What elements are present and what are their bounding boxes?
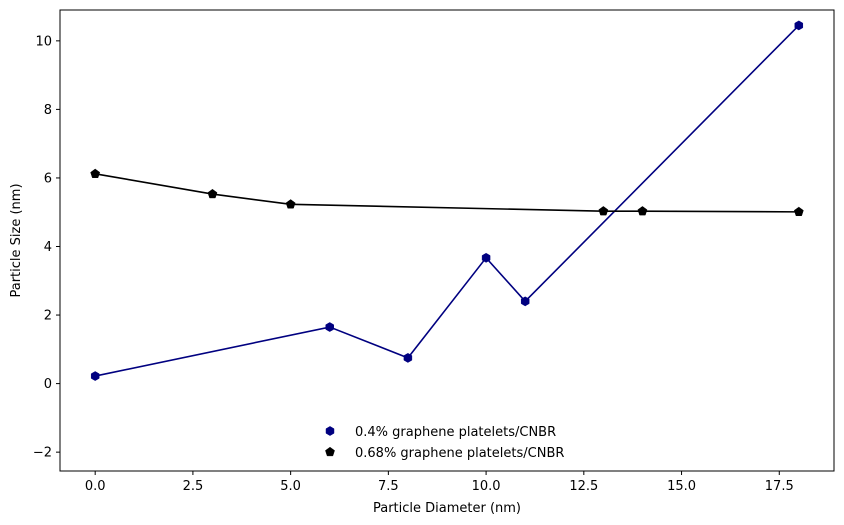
data-point (90, 371, 100, 381)
legend: 0.4% graphene platelets/CNBR 0.68% graphe… (325, 425, 564, 461)
plot-frame (59, 9, 835, 472)
y-tick-label: 10 (35, 34, 52, 49)
legend-label: 0.4% graphene platelets/CNBR (355, 425, 556, 440)
series-2 (90, 168, 804, 217)
data-point (793, 206, 804, 217)
x-tick-label: 12.5 (569, 479, 598, 494)
data-point (90, 168, 101, 178)
series-line (95, 24, 800, 377)
y-tick-label: 0 (44, 377, 52, 392)
y-tick-label: −2 (33, 446, 52, 461)
x-tick-label: 10.0 (472, 479, 501, 494)
data-point (285, 199, 296, 209)
x-tick-label: 17.5 (765, 479, 794, 494)
data-point (403, 353, 413, 363)
y-tick-label: 2 (44, 309, 52, 324)
y-axis-ticks: −2 0 2 4 6 8 10 (33, 34, 60, 461)
y-tick-label: 6 (44, 171, 52, 186)
x-axis-ticks: 0.0 2.5 5.0 7.5 10.0 12.5 15.0 17.5 (85, 471, 794, 494)
y-axis-label: Particle Size (nm) (9, 183, 24, 297)
data-point (520, 296, 530, 307)
data-point (481, 252, 491, 263)
y-tick-label: 4 (44, 240, 52, 255)
x-tick-label: 0.0 (85, 479, 106, 494)
series-line (95, 173, 799, 213)
x-tick-label: 7.5 (378, 479, 399, 494)
series-1 (90, 20, 804, 381)
data-point (207, 188, 218, 199)
data-point (598, 206, 609, 216)
y-tick-label: 8 (44, 103, 52, 118)
legend-item: 0.68% graphene platelets/CNBR (325, 446, 564, 461)
legend-marker (325, 446, 335, 457)
plot-content (90, 20, 804, 381)
x-axis-label: Particle Diameter (nm) (373, 501, 521, 516)
legend-item: 0.4% graphene platelets/CNBR (325, 425, 556, 440)
data-point (637, 206, 648, 216)
legend-label: 0.68% graphene platelets/CNBR (355, 446, 564, 461)
legend-marker (325, 426, 335, 436)
data-point (325, 322, 334, 332)
x-tick-label: 2.5 (183, 479, 204, 494)
x-tick-label: 5.0 (280, 479, 301, 494)
x-tick-label: 15.0 (667, 479, 696, 494)
data-point (794, 20, 804, 31)
